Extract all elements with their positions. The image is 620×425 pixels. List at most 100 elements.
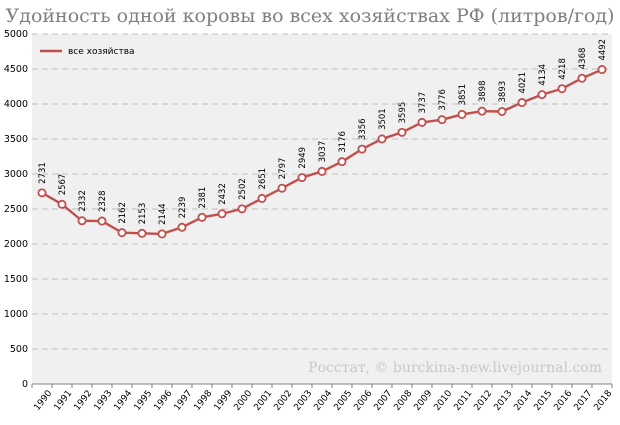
x-tick-label: 1992 (72, 389, 94, 413)
data-label: 2502 (238, 178, 248, 200)
data-point (57, 199, 67, 209)
data-point (417, 117, 427, 127)
data-point (577, 73, 587, 83)
data-label: 2328 (98, 190, 108, 212)
data-label: 3176 (338, 131, 348, 153)
x-tick-label: 1996 (152, 388, 174, 412)
data-label: 2797 (278, 158, 288, 180)
data-point (337, 157, 347, 167)
x-tick-label: 2005 (332, 389, 354, 413)
data-point (177, 222, 187, 232)
data-label: 2651 (258, 168, 268, 190)
x-tick-label: 2016 (552, 388, 574, 412)
x-tick-label: 2007 (372, 389, 394, 413)
data-point (157, 229, 167, 239)
x-tick-label: 2009 (412, 388, 434, 412)
data-point (217, 209, 227, 219)
x-tick-label: 1991 (52, 389, 74, 413)
data-label: 2381 (198, 187, 208, 209)
x-tick-label: 2003 (292, 389, 314, 413)
data-point (317, 166, 327, 176)
y-tick-label: 3500 (4, 134, 28, 145)
x-tick-label: 2017 (572, 389, 594, 413)
data-label: 3595 (398, 102, 408, 124)
source-watermark: Росстат, © burckina-new.livejournal.com (308, 360, 602, 376)
data-point (537, 90, 547, 100)
y-tick-label: 2500 (4, 204, 28, 215)
x-tick-label: 2001 (252, 389, 274, 413)
data-label: 2731 (38, 162, 48, 184)
x-tick-label: 2004 (312, 388, 334, 412)
data-point (257, 193, 267, 203)
y-tick-label: 4000 (4, 99, 28, 110)
data-label: 2332 (78, 190, 88, 212)
data-point (77, 216, 87, 226)
data-label: 2144 (158, 203, 168, 225)
data-point (37, 188, 47, 198)
chart-title: Удойность одной коровы во всех хозяйства… (6, 5, 615, 27)
x-tick-label: 1999 (212, 388, 234, 412)
x-tick-label: 1994 (112, 388, 134, 412)
data-label: 4218 (558, 58, 568, 80)
y-tick-label: 1500 (4, 274, 28, 285)
data-point (377, 134, 387, 144)
data-point (437, 115, 447, 125)
x-tick-label: 1997 (172, 389, 194, 413)
data-point (197, 212, 207, 222)
x-tick-label: 1998 (192, 388, 214, 412)
x-tick-label: 2010 (432, 388, 454, 412)
data-label: 3501 (378, 108, 388, 130)
data-label: 2239 (178, 197, 188, 219)
data-label: 4368 (578, 48, 588, 70)
data-label: 3737 (418, 92, 428, 114)
x-tick-label: 2006 (352, 388, 374, 412)
x-tick-label: 2013 (492, 389, 514, 413)
data-label: 2432 (218, 183, 228, 205)
x-tick-label: 1993 (92, 389, 114, 413)
legend-label: все хозяйства (68, 47, 135, 57)
x-tick-label: 2014 (512, 388, 534, 412)
data-label: 2567 (58, 174, 68, 196)
x-tick-label: 2008 (392, 388, 414, 412)
data-point (117, 228, 127, 238)
data-point (597, 65, 607, 75)
data-point (477, 106, 487, 116)
y-tick-label: 4500 (4, 64, 28, 75)
data-label: 4021 (518, 72, 528, 94)
axes: 0 500 1000 1500 2000 2500 3000 3500 4000 4500 5000… (4, 29, 615, 413)
x-tick-label: 1990 (32, 388, 54, 412)
x-tick-label: 2018 (592, 388, 614, 412)
data-labels: 2731 2567 2332 2328 2162 2153 2144 2239 2381 2432… (38, 39, 608, 225)
y-tick-label: 3000 (4, 169, 28, 180)
data-point (557, 84, 567, 94)
data-point (397, 127, 407, 137)
x-tick-label: 2011 (452, 389, 474, 413)
y-tick-label: 5000 (4, 29, 28, 40)
data-label: 2162 (118, 202, 128, 224)
x-tick-label: 2015 (532, 389, 554, 413)
legend: все хозяйства (40, 47, 135, 57)
y-tick-label: 1000 (4, 309, 28, 320)
data-point (457, 109, 467, 119)
data-label: 3851 (458, 84, 468, 106)
data-label: 3893 (498, 81, 508, 103)
data-point (137, 228, 147, 238)
data-point (237, 204, 247, 214)
data-label: 3898 (478, 80, 488, 102)
data-label: 4134 (538, 64, 548, 86)
x-tick-label: 2002 (272, 389, 294, 413)
x-tick-label: 2012 (472, 389, 494, 413)
data-label: 3356 (358, 118, 368, 140)
y-tick-label: 0 (22, 379, 28, 390)
x-tick-label: 1995 (132, 389, 154, 413)
data-point (497, 106, 507, 116)
data-point (97, 216, 107, 226)
data-label: 4492 (598, 39, 608, 61)
data-label: 3776 (438, 89, 448, 111)
data-point (517, 98, 527, 108)
data-label: 2153 (138, 203, 148, 225)
data-label: 2949 (298, 147, 308, 169)
y-tick-label: 500 (10, 344, 28, 355)
